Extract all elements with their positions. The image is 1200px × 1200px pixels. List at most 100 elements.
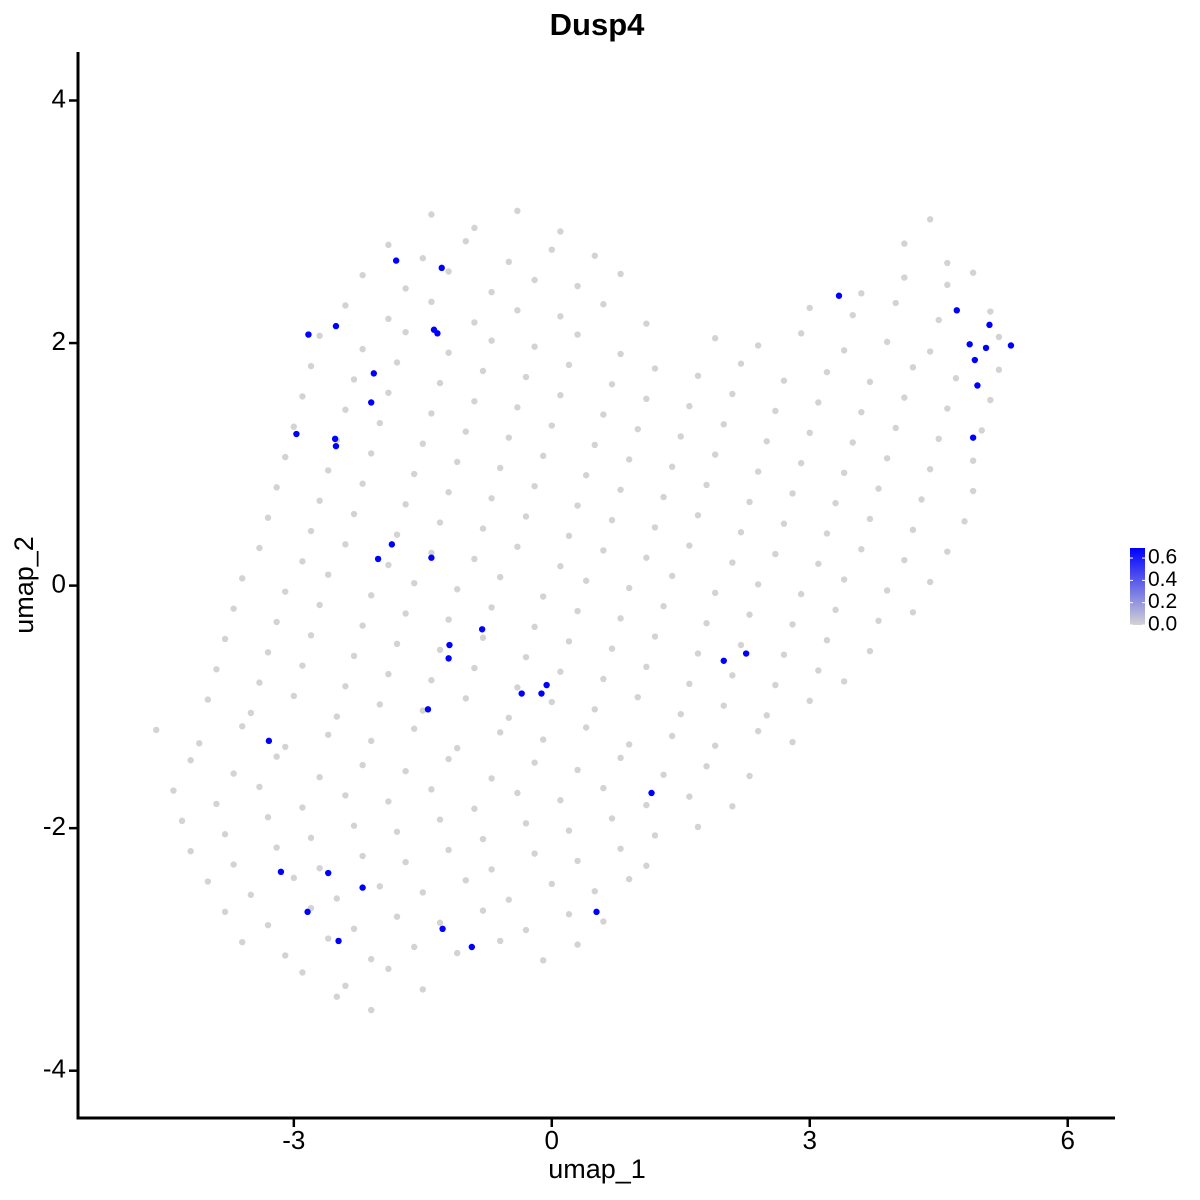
point (539, 593, 547, 600)
point (617, 270, 624, 278)
point (247, 891, 255, 899)
point (376, 419, 384, 427)
point (883, 338, 891, 346)
point (703, 763, 710, 770)
point (600, 547, 607, 554)
point (677, 433, 684, 440)
point (213, 800, 220, 808)
point (531, 276, 538, 284)
point (428, 549, 435, 557)
point (574, 282, 581, 290)
point (256, 783, 263, 791)
point (256, 679, 263, 686)
point (488, 775, 495, 782)
point (686, 680, 693, 688)
point (316, 774, 323, 781)
point (514, 789, 521, 797)
point (849, 439, 856, 446)
point (488, 866, 495, 873)
point (660, 493, 667, 501)
point (711, 742, 719, 749)
point (488, 288, 495, 296)
point (471, 224, 478, 232)
point (264, 921, 272, 929)
point (668, 732, 676, 740)
point (424, 706, 432, 713)
point (368, 592, 375, 599)
point (1007, 342, 1015, 349)
point (436, 646, 444, 654)
point (875, 485, 882, 492)
point (883, 587, 891, 594)
point (815, 667, 822, 674)
point (428, 211, 435, 218)
point (643, 554, 650, 561)
point (273, 484, 280, 491)
point (969, 269, 977, 276)
point (307, 632, 315, 639)
point (350, 652, 358, 660)
point (797, 459, 805, 467)
point (325, 935, 332, 942)
point (273, 844, 280, 851)
point (625, 741, 633, 748)
point (359, 480, 366, 487)
point (385, 315, 392, 323)
point (153, 726, 160, 734)
point (729, 390, 736, 398)
point (479, 525, 487, 532)
point (840, 469, 848, 477)
colorbar-gradient (1130, 548, 1145, 625)
point (445, 349, 452, 356)
point (393, 828, 401, 835)
y-tick-label: -2 (43, 811, 66, 841)
point (393, 640, 401, 648)
point (909, 609, 917, 616)
point (789, 490, 796, 497)
point (265, 737, 273, 745)
point (557, 392, 564, 399)
point (703, 481, 710, 489)
point (926, 465, 934, 473)
point (368, 737, 375, 745)
point (574, 607, 581, 615)
point (531, 343, 538, 350)
point (883, 455, 891, 462)
point (763, 712, 770, 719)
point (333, 993, 341, 1000)
point (686, 542, 693, 549)
point (772, 681, 779, 689)
point (648, 789, 655, 797)
point (720, 421, 727, 428)
point (454, 744, 461, 752)
point (574, 766, 581, 774)
point (468, 943, 476, 951)
point (944, 259, 951, 267)
point (445, 268, 452, 275)
point (514, 307, 521, 314)
point (742, 650, 750, 657)
point (617, 350, 624, 358)
point (711, 589, 719, 597)
point (325, 731, 332, 738)
point (935, 316, 942, 324)
point (445, 755, 452, 763)
point (806, 697, 813, 705)
point (754, 468, 762, 475)
point (944, 548, 951, 555)
point (454, 949, 461, 957)
point (428, 554, 435, 561)
point (694, 512, 702, 519)
point (273, 618, 280, 626)
point (462, 877, 470, 884)
point (350, 376, 358, 383)
point (522, 373, 530, 381)
point (944, 281, 951, 289)
point (385, 965, 392, 973)
point (574, 857, 581, 865)
point (892, 299, 899, 307)
point (368, 1006, 375, 1014)
point (953, 307, 960, 314)
point (385, 389, 392, 396)
point (411, 470, 418, 478)
